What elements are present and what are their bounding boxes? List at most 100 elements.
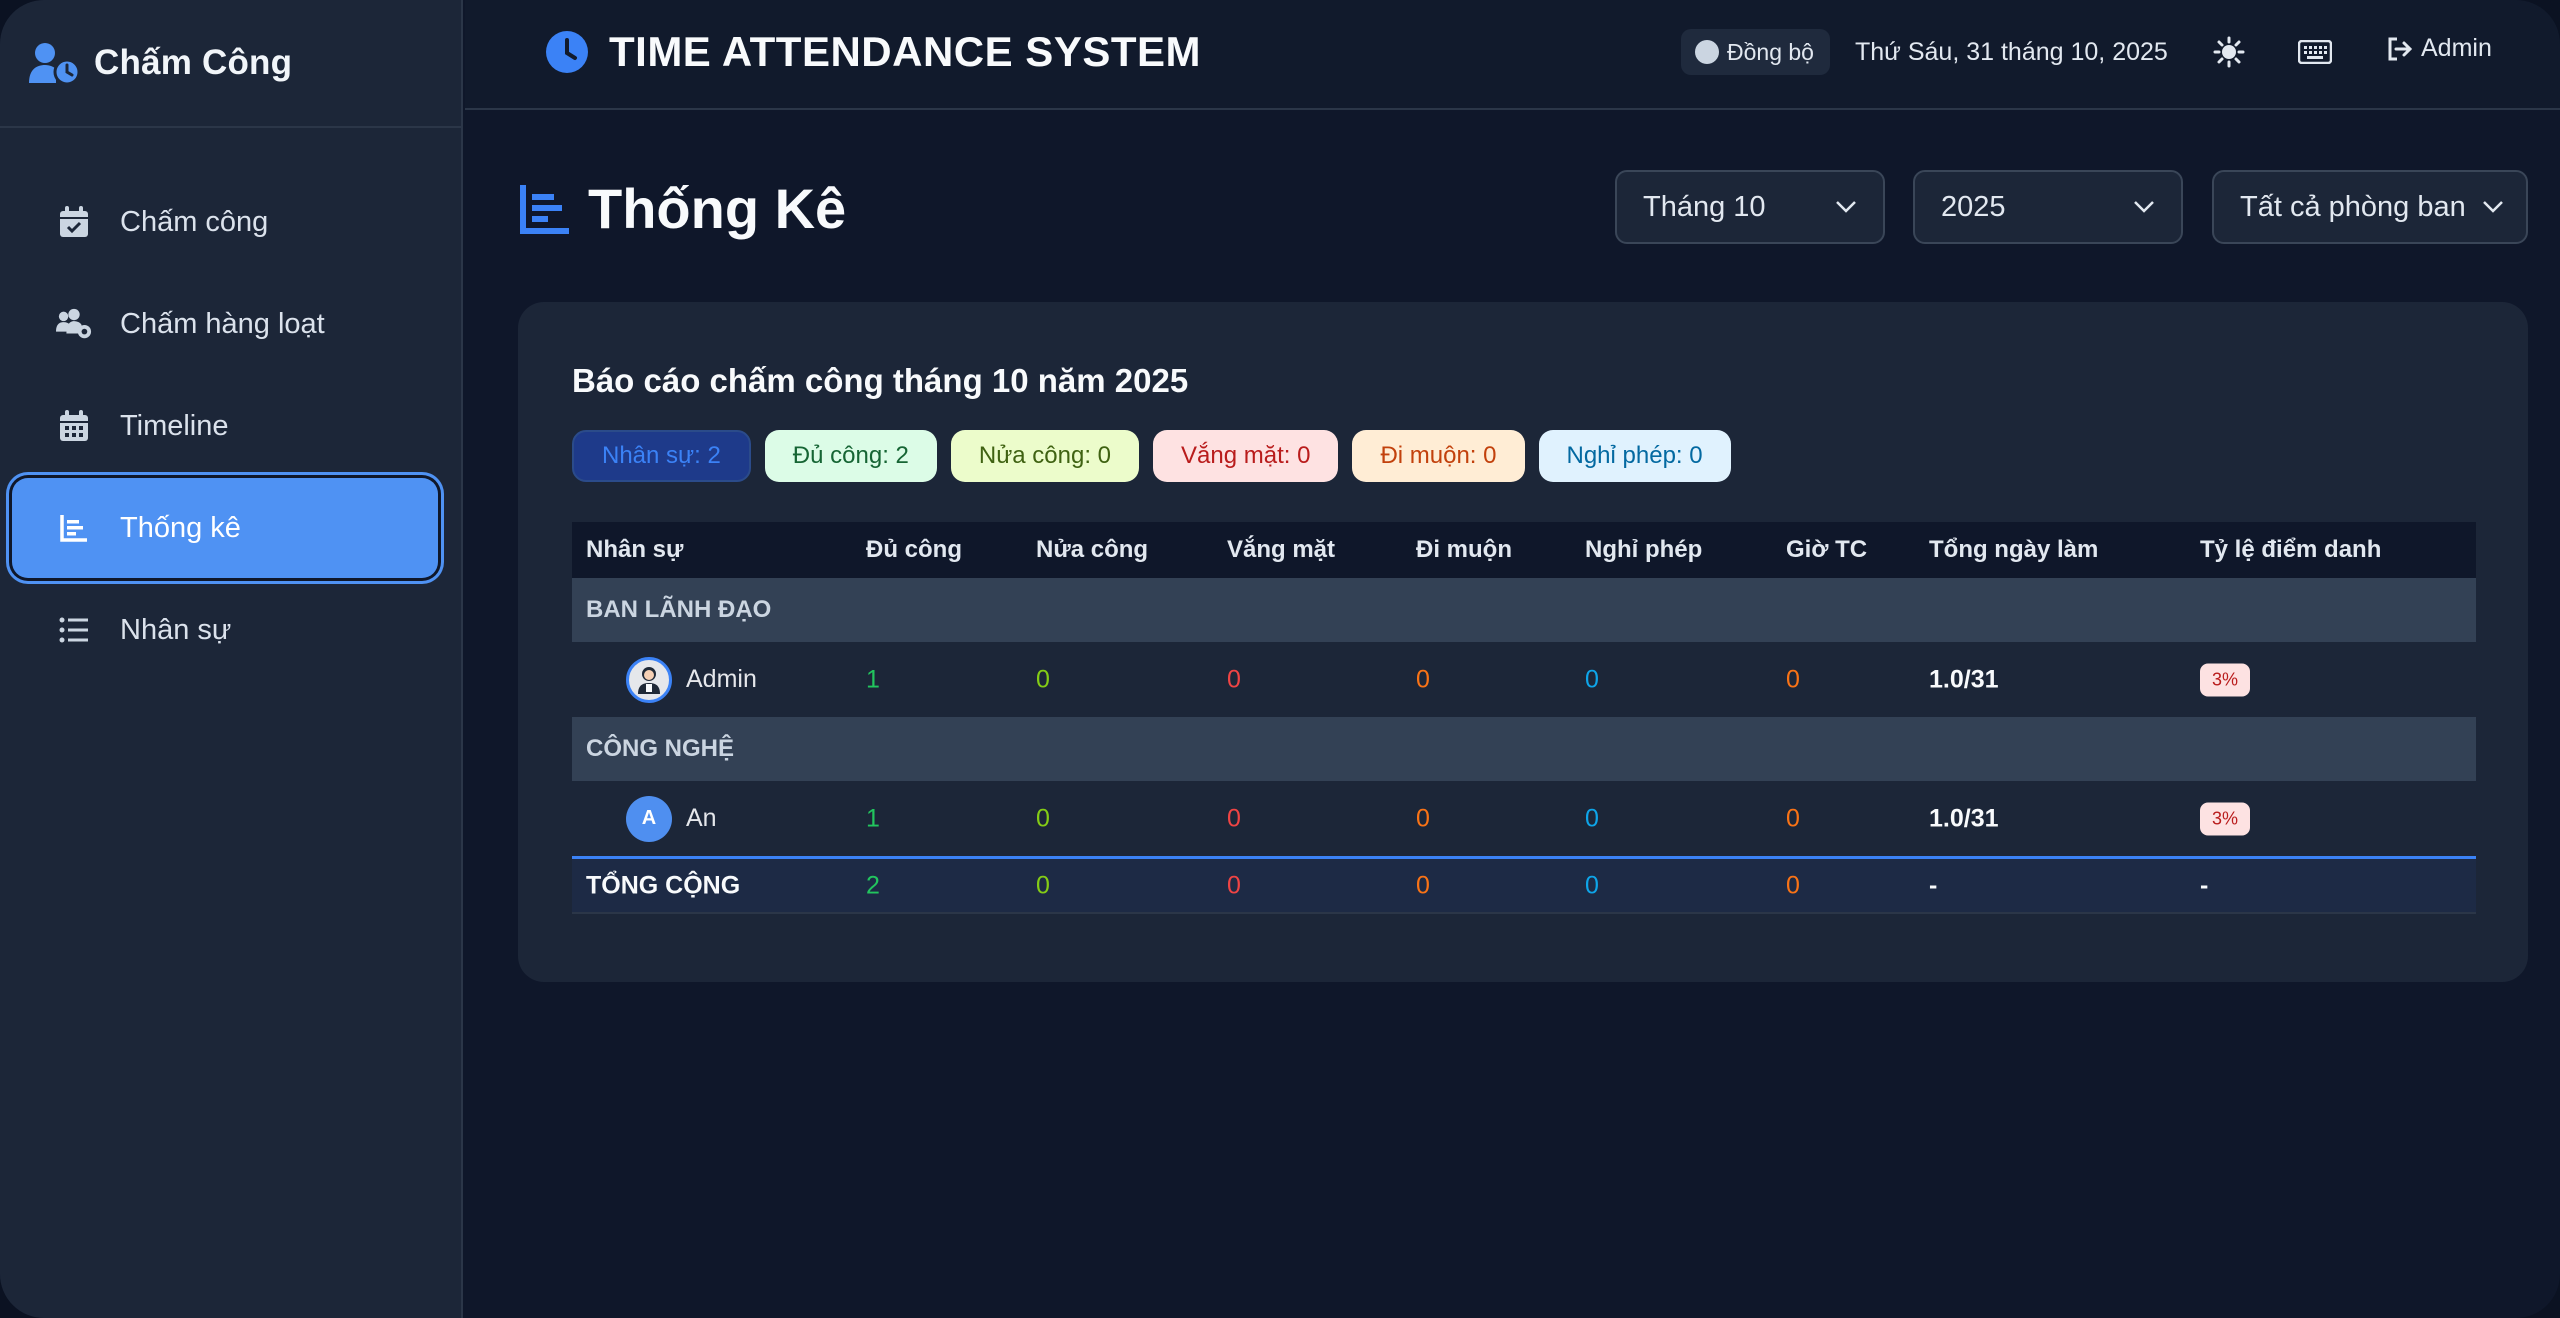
late-value: 0 bbox=[1416, 665, 1430, 693]
month-select-value: Tháng 10 bbox=[1643, 190, 1766, 223]
keyboard-icon[interactable] bbox=[2297, 34, 2333, 70]
attendance-rate-badge: 3% bbox=[2200, 802, 2251, 835]
total-absent: 0 bbox=[1227, 871, 1241, 899]
table-header: Nhân sự Đủ công Nửa công Vắng mặt Đi muộ… bbox=[572, 522, 2476, 578]
person-name: An bbox=[686, 804, 717, 832]
clock-icon bbox=[546, 31, 588, 73]
total-days-value: 1.0/31 bbox=[1929, 665, 1999, 693]
column-header: Giờ TC bbox=[1786, 536, 1868, 563]
absent-value: 0 bbox=[1227, 665, 1241, 693]
sync-label: Đồng bộ bbox=[1727, 38, 1814, 65]
logout-button[interactable]: Admin bbox=[2387, 34, 2492, 63]
badge-full-day: Đủ công: 2 bbox=[764, 430, 937, 482]
overtime-value: 0 bbox=[1786, 665, 1800, 693]
chart-bar-icon bbox=[520, 184, 569, 234]
year-select-value: 2025 bbox=[1941, 190, 2006, 223]
top-header: TIME ATTENDANCE SYSTEM Đồng bộ Thứ Sáu, … bbox=[465, 0, 2560, 110]
brand[interactable]: Chấm Công bbox=[0, 0, 461, 128]
sidebar-item-cham-hang-loat[interactable]: Chấm hàng loạt bbox=[12, 274, 438, 374]
leave-value: 0 bbox=[1585, 665, 1599, 693]
total-days: - bbox=[1929, 871, 1938, 899]
current-date: Thứ Sáu, 31 tháng 10, 2025 bbox=[1855, 38, 2168, 66]
full-day-value: 1 bbox=[866, 804, 880, 832]
sidebar-item-label: Chấm hàng loạt bbox=[120, 307, 325, 340]
users-gear-icon bbox=[56, 306, 92, 342]
column-header: Đủ công bbox=[866, 536, 962, 563]
total-label: TỔNG CỘNG bbox=[586, 871, 741, 899]
column-header: Tỷ lệ điểm danh bbox=[2200, 536, 2382, 563]
avatar: A bbox=[626, 795, 672, 842]
attendance-rate-badge: 3% bbox=[2200, 663, 2251, 696]
report-card: Báo cáo chấm công tháng 10 năm 2025 Nhân… bbox=[518, 302, 2528, 982]
total-leave: 0 bbox=[1585, 871, 1599, 899]
total-half-day: 0 bbox=[1036, 871, 1050, 899]
group-row: CÔNG NGHỆ bbox=[572, 717, 2476, 781]
chevron-down-icon bbox=[1836, 201, 1856, 213]
column-header: Tổng ngày làm bbox=[1929, 536, 2099, 563]
sign-out-icon bbox=[2388, 37, 2413, 60]
list-icon bbox=[56, 612, 92, 648]
table-row[interactable]: Admin 1 0 0 0 0 0 1.0/31 3% bbox=[572, 642, 2476, 717]
leave-value: 0 bbox=[1585, 804, 1599, 832]
badge-half-day: Nửa công: 0 bbox=[950, 430, 1140, 482]
badge-late: Đi muộn: 0 bbox=[1352, 430, 1525, 482]
sidebar-item-label: Nhân sự bbox=[120, 613, 232, 646]
sidebar-item-nhan-su[interactable]: Nhân sự bbox=[12, 580, 438, 680]
badge-staff-count: Nhân sự: 2 bbox=[572, 430, 751, 482]
column-header: Nhân sự bbox=[586, 536, 684, 563]
total-overtime: 0 bbox=[1786, 871, 1800, 899]
user-avatar-icon bbox=[638, 666, 660, 694]
app-title: TIME ATTENDANCE SYSTEM bbox=[609, 28, 1202, 75]
total-row: TỔNG CỘNG 2 0 0 0 0 0 - - bbox=[572, 856, 2476, 914]
sidebar-item-label: Chấm công bbox=[120, 205, 269, 238]
sidebar: Chấm Công Chấm công Chấm hàng loạt Timel… bbox=[0, 0, 463, 1318]
sidebar-item-cham-cong[interactable]: Chấm công bbox=[12, 172, 438, 272]
column-header: Nửa công bbox=[1036, 536, 1149, 563]
chart-bar-icon bbox=[56, 510, 92, 546]
department-select-value: Tất cả phòng ban bbox=[2240, 190, 2466, 223]
user-clock-icon bbox=[29, 43, 80, 85]
page-title: Thống Kê bbox=[588, 177, 847, 240]
sidebar-item-label: Timeline bbox=[120, 409, 229, 442]
sync-toggle[interactable]: Đồng bộ bbox=[1681, 29, 1830, 75]
person-cell: Admin bbox=[626, 656, 757, 703]
attendance-table: Nhân sự Đủ công Nửa công Vắng mặt Đi muộ… bbox=[572, 522, 2476, 914]
avatar bbox=[626, 656, 672, 703]
total-rate: - bbox=[2200, 871, 2209, 899]
group-row: BAN LÃNH ĐẠO bbox=[572, 578, 2476, 642]
user-label: Admin bbox=[2421, 34, 2492, 62]
half-day-value: 0 bbox=[1036, 804, 1050, 832]
full-day-value: 1 bbox=[866, 665, 880, 693]
app-title-group: TIME ATTENDANCE SYSTEM bbox=[545, 28, 1201, 76]
half-day-value: 0 bbox=[1036, 665, 1050, 693]
summary-badges: Nhân sự: 2 Đủ công: 2 Nửa công: 0 Vắng m… bbox=[572, 430, 1745, 482]
total-full-day: 2 bbox=[866, 871, 880, 899]
person-cell: A An bbox=[626, 795, 717, 842]
person-name: Admin bbox=[686, 665, 757, 693]
calendar-check-icon bbox=[56, 204, 92, 240]
theme-toggle-sun-icon[interactable] bbox=[2211, 34, 2247, 70]
toggle-dot-icon bbox=[1695, 40, 1719, 64]
total-days-value: 1.0/31 bbox=[1929, 804, 1999, 832]
year-select[interactable]: 2025 bbox=[1913, 170, 2183, 244]
total-late: 0 bbox=[1416, 871, 1430, 899]
badge-leave: Nghỉ phép: 0 bbox=[1538, 430, 1731, 482]
sidebar-item-label: Thống kê bbox=[120, 511, 241, 544]
chevron-down-icon bbox=[2134, 201, 2154, 213]
column-header: Đi muộn bbox=[1416, 536, 1512, 563]
calendar-icon bbox=[56, 408, 92, 444]
overtime-value: 0 bbox=[1786, 804, 1800, 832]
sidebar-item-timeline[interactable]: Timeline bbox=[12, 376, 438, 476]
badge-absent: Vắng mặt: 0 bbox=[1153, 430, 1339, 482]
absent-value: 0 bbox=[1227, 804, 1241, 832]
sidebar-item-thong-ke[interactable]: Thống kê bbox=[12, 478, 438, 578]
month-select[interactable]: Tháng 10 bbox=[1615, 170, 1885, 244]
chevron-down-icon bbox=[2483, 201, 2503, 213]
table-row[interactable]: A An 1 0 0 0 0 0 1.0/31 3% bbox=[572, 781, 2476, 856]
department-select[interactable]: Tất cả phòng ban bbox=[2212, 170, 2528, 244]
late-value: 0 bbox=[1416, 804, 1430, 832]
report-title: Báo cáo chấm công tháng 10 năm 2025 bbox=[572, 362, 1189, 399]
brand-title: Chấm Công bbox=[94, 43, 293, 82]
page-title-group: Thống Kê bbox=[518, 176, 846, 241]
